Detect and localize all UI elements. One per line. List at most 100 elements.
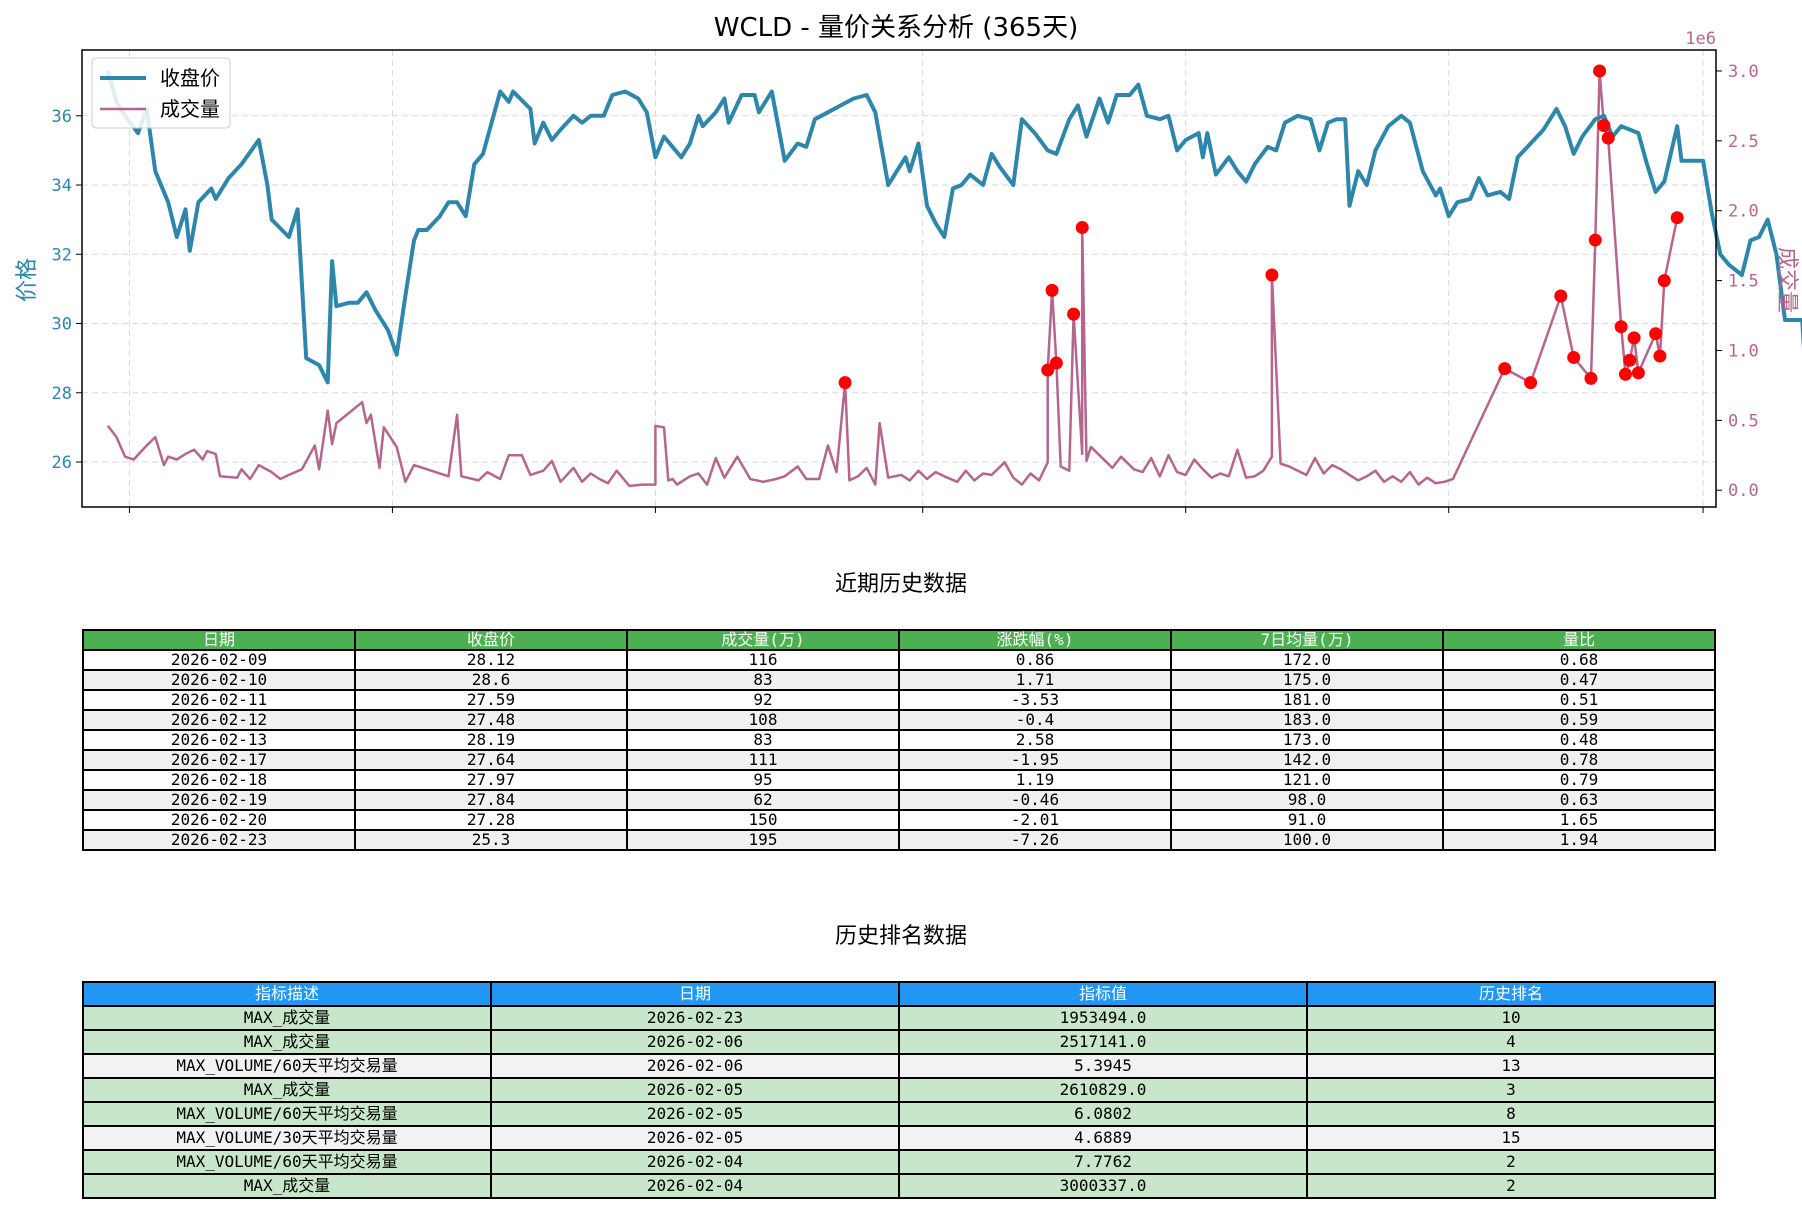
table-cell: 0.86	[898, 649, 1172, 671]
column-header: 收盘价	[354, 629, 628, 651]
price-volume-chart: WCLD - 量价关系分析 (365天) 2025-032025-052025-…	[15, 13, 1802, 513]
table-cell: 91.0	[1170, 809, 1444, 831]
table-cell: 83	[626, 729, 900, 751]
volume-spike-point	[1498, 362, 1512, 376]
table-cell: 2026-02-06	[490, 1053, 900, 1079]
table-cell: 2026-02-23	[490, 1005, 900, 1031]
table-cell: 2.58	[898, 729, 1172, 751]
left-tick-label: 28	[52, 384, 72, 404]
table-cell: 0.63	[1442, 789, 1716, 811]
volume-spike-point	[1041, 363, 1055, 377]
volume-spike-point	[838, 376, 852, 390]
rank-table-title: 历史排名数据	[834, 924, 967, 949]
table-cell: 2026-02-05	[490, 1101, 900, 1127]
column-header: 历史排名	[1306, 981, 1716, 1007]
table-cell: 0.51	[1442, 689, 1716, 711]
volume-spike-point	[1653, 349, 1667, 363]
volume-spike-markers	[838, 64, 1684, 390]
volume-spike-point	[1657, 274, 1671, 288]
left-tick-label: 32	[52, 245, 72, 265]
table-cell: 2026-02-20	[82, 809, 356, 831]
table-cell: 3000337.0	[898, 1173, 1308, 1199]
table-cell: 2026-02-04	[490, 1173, 900, 1199]
table-cell: 62	[626, 789, 900, 811]
table-cell: 0.48	[1442, 729, 1716, 751]
table-cell: -3.53	[898, 689, 1172, 711]
table-row: 2026-02-20 27.28 150 -2.01 91.0 1.65	[82, 809, 1716, 831]
legend-volume-label: 成交量	[160, 97, 220, 121]
table-cell: 2026-02-09	[82, 649, 356, 671]
table-cell: 1.65	[1442, 809, 1716, 831]
table-cell: 27.28	[354, 809, 628, 831]
price-line	[105, 70, 1802, 385]
table-row: MAX_VOLUME/30天平均交易量 2026-02-05 4.6889 15	[82, 1125, 1716, 1151]
left-axis-ticks: 26 28 30 32 34 36	[52, 107, 82, 473]
table-row: MAX_VOLUME/60天平均交易量 2026-02-05 6.0802 8	[82, 1101, 1716, 1127]
volume-spike-point	[1265, 268, 1279, 282]
table-cell: 0.79	[1442, 769, 1716, 791]
column-header: 成交量(万)	[626, 629, 900, 651]
table-cell: 100.0	[1170, 829, 1444, 851]
volume-spike-point	[1588, 233, 1602, 247]
table-cell: 181.0	[1170, 689, 1444, 711]
column-header: 7日均量(万)	[1170, 629, 1444, 651]
table-cell: 1953494.0	[898, 1005, 1308, 1031]
table-cell: 2026-02-19	[82, 789, 356, 811]
table-cell: 111	[626, 749, 900, 771]
table-cell: 1.71	[898, 669, 1172, 691]
table-cell: 2026-02-05	[490, 1077, 900, 1103]
table-cell: 27.48	[354, 709, 628, 731]
recent-history-table: 日期 收盘价 成交量(万) 涨跌幅(%) 7日均量(万) 量比 2026-02-09 28.…	[82, 629, 1716, 851]
table-row: MAX_成交量 2026-02-04 3000337.0 2	[82, 1173, 1716, 1199]
volume-spike-point	[1075, 220, 1089, 234]
table-cell: 2610829.0	[898, 1077, 1308, 1103]
table-cell: 116	[626, 649, 900, 671]
table-cell: 2517141.0	[898, 1029, 1308, 1055]
table-cell: 6.0802	[898, 1101, 1308, 1127]
volume-spike-point	[1597, 118, 1611, 132]
table-row: MAX_成交量 2026-02-23 1953494.0 10	[82, 1005, 1716, 1031]
table-cell: MAX_VOLUME/60天平均交易量	[82, 1053, 492, 1079]
right-axis-label: 成交量	[1774, 247, 1799, 313]
table-cell: 0.47	[1442, 669, 1716, 691]
table-cell: MAX_VOLUME/30天平均交易量	[82, 1125, 492, 1151]
table-cell: 0.59	[1442, 709, 1716, 731]
left-tick-label: 34	[52, 176, 72, 196]
volume-spike-point	[1593, 64, 1607, 78]
table-cell: 183.0	[1170, 709, 1444, 731]
volume-spike-point	[1627, 331, 1641, 345]
table-cell: 0.78	[1442, 749, 1716, 771]
legend-price-label: 收盘价	[160, 66, 220, 90]
table-cell: MAX_成交量	[82, 1029, 492, 1055]
table-cell: 28.6	[354, 669, 628, 691]
table-row: 2026-02-09 28.12 116 0.86 172.0 0.68	[82, 649, 1716, 671]
volume-spike-point	[1601, 131, 1615, 145]
table-cell: 2026-02-11	[82, 689, 356, 711]
volume-spike-point	[1631, 366, 1645, 380]
table-cell: -1.95	[898, 749, 1172, 771]
table-cell: 175.0	[1170, 669, 1444, 691]
right-tick-label: 2.0	[1728, 202, 1759, 222]
volume-spike-point	[1554, 289, 1568, 303]
volume-series	[106, 69, 1679, 488]
table-header-row: 日期 收盘价 成交量(万) 涨跌幅(%) 7日均量(万) 量比	[82, 629, 1716, 651]
table-cell: 27.59	[354, 689, 628, 711]
table-cell: 121.0	[1170, 769, 1444, 791]
table-cell: MAX_VOLUME/60天平均交易量	[82, 1101, 492, 1127]
left-tick-label: 30	[52, 315, 72, 335]
column-header: 日期	[490, 981, 900, 1007]
table-cell: 2	[1306, 1149, 1716, 1175]
table-cell: 150	[626, 809, 900, 831]
volume-spike-point	[1623, 353, 1637, 367]
volume-spike-point	[1618, 367, 1632, 381]
table-cell: 83	[626, 669, 900, 691]
volume-spike-point	[1649, 327, 1663, 341]
right-axis-ticks: 0.0 0.5 1.0 1.5 2.0 2.5 3.0	[1716, 62, 1759, 501]
table-header-row: 指标描述 日期 指标值 历史排名	[82, 981, 1716, 1007]
right-tick-label: 0.5	[1728, 411, 1759, 431]
table-cell: 28.19	[354, 729, 628, 751]
volume-spike-point	[1614, 320, 1628, 334]
table-cell: 2026-02-23	[82, 829, 356, 851]
table-cell: 13	[1306, 1053, 1716, 1079]
table-cell: 1.94	[1442, 829, 1716, 851]
